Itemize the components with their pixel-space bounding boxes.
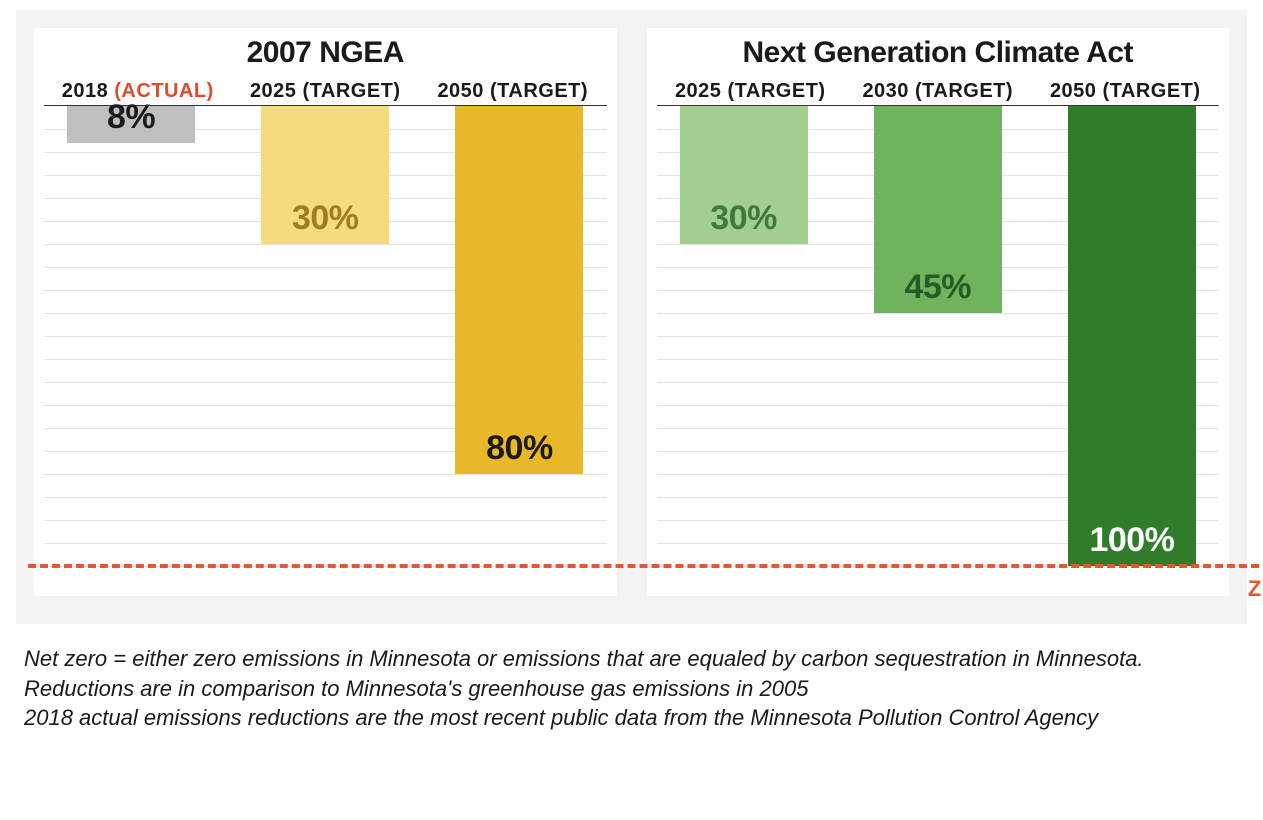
bar-value: 80% (486, 429, 553, 474)
bar-value: 30% (710, 199, 777, 244)
bars-header: 2025 (TARGET) 2030 (TARGET) 2050 (TARGET… (657, 80, 1220, 106)
panel-title: Next Generation Climate Act (647, 36, 1230, 70)
bar-2025-target-act: 30% (680, 106, 808, 244)
caption-line: Net zero = either zero emissions in Minn… (24, 644, 1239, 674)
col-label: 2050 (TARGET) (1032, 80, 1220, 103)
bar-2050-target-act: 100% (1068, 106, 1196, 566)
col-year: 2025 (675, 80, 722, 102)
panel-title: 2007 NGEA (34, 36, 617, 70)
bar-value: 100% (1089, 521, 1174, 566)
bar-2050-target-ngea: 80% (455, 106, 583, 474)
col-year: 2025 (250, 80, 297, 102)
col-year: 2050 (1050, 80, 1097, 102)
bar-slot: 30% (228, 106, 422, 596)
col-label: 2050 (TARGET) (419, 80, 607, 103)
col-label: 2025 (TARGET) (232, 80, 420, 103)
bars-row: 8% 30% 80% (34, 106, 617, 596)
panel-climate-act: Next Generation Climate Act 2025 (TARGET… (647, 28, 1230, 596)
bar-2030-target-act: 45% (874, 106, 1002, 313)
bar-slot: 8% (34, 106, 228, 596)
net-zero-label: NET ZERO (1248, 554, 1263, 600)
bar-value: 45% (904, 268, 971, 313)
net-zero-line (28, 564, 1263, 568)
col-year: 2018 (62, 80, 109, 102)
net-zero-text-2: ZERO (1248, 577, 1263, 600)
net-zero-text-1: NET (1248, 554, 1263, 577)
bar-value: 30% (292, 199, 359, 244)
caption: Net zero = either zero emissions in Minn… (24, 644, 1239, 733)
bar-value: 8% (107, 98, 155, 143)
col-tag: (TARGET) (490, 80, 588, 102)
caption-line: 2018 actual emissions reductions are the… (24, 703, 1239, 733)
panel-ngea: 2007 NGEA 2018 (ACTUAL) 2025 (TARGET) 20… (34, 28, 617, 596)
col-tag: (TARGET) (1103, 80, 1201, 102)
bars-row: 30% 45% 100% (647, 106, 1230, 596)
col-tag: (TARGET) (728, 80, 826, 102)
bar-2025-target-ngea: 30% (261, 106, 389, 244)
col-tag: (TARGET) (303, 80, 401, 102)
bar-slot: 45% (841, 106, 1035, 596)
bar-slot: 100% (1035, 106, 1229, 596)
caption-line: Reductions are in comparison to Minnesot… (24, 674, 1239, 704)
chart-outer: 2007 NGEA 2018 (ACTUAL) 2025 (TARGET) 20… (16, 10, 1247, 624)
col-year: 2050 (437, 80, 484, 102)
bar-slot: 30% (647, 106, 841, 596)
bar-2018-actual: 8% (67, 106, 195, 143)
col-year: 2030 (862, 80, 909, 102)
panels-container: 2007 NGEA 2018 (ACTUAL) 2025 (TARGET) 20… (34, 28, 1229, 596)
bar-slot: 80% (422, 106, 616, 596)
col-tag: (TARGET) (915, 80, 1013, 102)
col-label: 2030 (TARGET) (844, 80, 1032, 103)
col-label: 2025 (TARGET) (657, 80, 845, 103)
